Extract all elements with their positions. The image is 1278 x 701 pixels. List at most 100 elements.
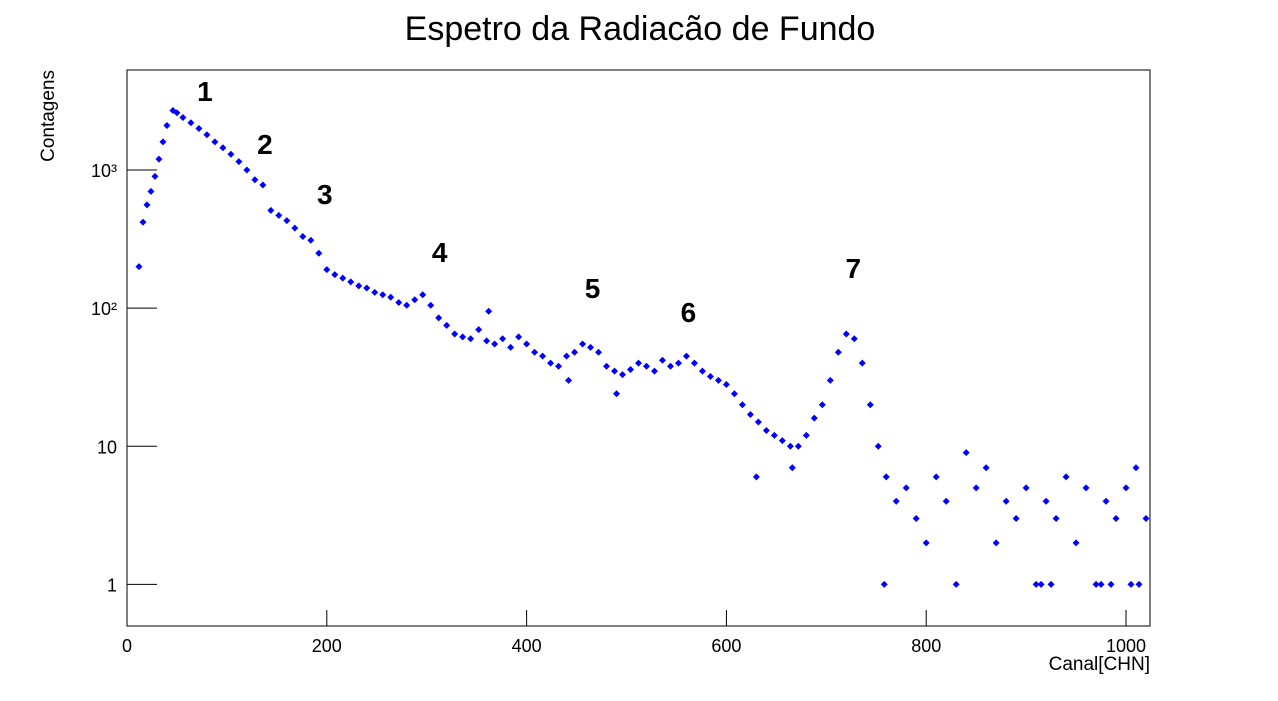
data-point	[459, 333, 467, 341]
data-point	[531, 348, 539, 356]
data-point	[195, 124, 203, 132]
data-point	[547, 359, 555, 367]
data-point	[485, 307, 493, 315]
data-point	[1107, 580, 1115, 588]
data-point	[283, 217, 291, 225]
data-point	[892, 497, 900, 505]
data-point	[1135, 580, 1143, 588]
data-point	[555, 362, 563, 370]
data-point	[1122, 484, 1130, 492]
data-point	[339, 274, 347, 282]
data-point	[515, 333, 523, 341]
data-point	[666, 362, 674, 370]
data-point	[762, 427, 770, 435]
data-point	[627, 365, 635, 373]
data-point	[902, 484, 910, 492]
data-point	[139, 218, 147, 226]
data-point	[778, 437, 786, 445]
data-point	[147, 187, 155, 195]
data-point	[932, 473, 940, 481]
data-point	[698, 367, 706, 375]
data-point	[1037, 580, 1045, 588]
data-point	[982, 464, 990, 472]
data-point	[874, 442, 882, 450]
data-point	[371, 288, 379, 296]
data-point	[619, 371, 627, 379]
data-point	[427, 301, 435, 309]
data-point	[315, 249, 323, 257]
data-point	[738, 401, 746, 409]
data-point	[818, 401, 826, 409]
data-point	[355, 282, 363, 290]
data-point	[690, 359, 698, 367]
data-point	[1072, 539, 1080, 547]
data-point	[730, 390, 738, 398]
data-point	[299, 233, 307, 241]
x-tick-label: 400	[512, 636, 542, 656]
data-point	[483, 337, 491, 345]
data-point	[842, 330, 850, 338]
data-point	[387, 293, 395, 301]
data-point	[810, 414, 818, 422]
data-point	[1132, 464, 1140, 472]
peak-label: 2	[257, 129, 273, 160]
x-tick-label: 600	[711, 636, 741, 656]
data-point	[1032, 580, 1040, 588]
data-point	[786, 442, 794, 450]
y-tick-label: 10²	[91, 299, 117, 319]
data-point	[850, 335, 858, 343]
data-point	[587, 343, 595, 351]
data-point	[347, 278, 355, 286]
data-point	[411, 296, 419, 304]
data-point	[403, 301, 411, 309]
data-point	[1102, 497, 1110, 505]
data-point	[754, 418, 762, 426]
data-point	[611, 367, 619, 375]
data-point	[1042, 497, 1050, 505]
data-point	[173, 109, 181, 117]
data-point	[658, 356, 666, 364]
data-point	[1022, 484, 1030, 492]
data-point	[251, 176, 259, 184]
data-point	[880, 580, 888, 588]
data-point	[331, 271, 339, 279]
data-point	[435, 314, 443, 322]
y-tick-label: 1	[107, 575, 117, 595]
data-point	[259, 181, 267, 189]
data-point	[235, 158, 243, 166]
data-point	[826, 376, 834, 384]
peak-label: 1	[197, 76, 213, 107]
data-point	[159, 138, 167, 146]
data-point	[1002, 497, 1010, 505]
data-point	[962, 449, 970, 457]
x-axis-label: Canal[CHN]	[1049, 654, 1150, 675]
x-tick-label: 1000	[1106, 636, 1146, 656]
chart-title: Espetro da Radiacão de Fundo	[405, 10, 876, 48]
x-tick-label: 0	[122, 636, 132, 656]
x-tick-label: 800	[911, 636, 941, 656]
data-point	[1142, 515, 1150, 523]
data-point	[507, 343, 515, 351]
data-point	[706, 373, 714, 381]
y-axis-label: Contagens	[38, 70, 59, 162]
peak-label: 5	[585, 273, 601, 304]
data-point	[275, 211, 283, 219]
data-point	[1052, 515, 1060, 523]
data-point	[794, 442, 802, 450]
data-point	[952, 580, 960, 588]
data-point	[467, 335, 475, 343]
data-point	[563, 352, 571, 360]
data-point	[187, 119, 195, 127]
data-point	[1012, 515, 1020, 523]
data-point	[650, 367, 658, 375]
data-point	[211, 138, 219, 146]
data-point	[203, 131, 211, 139]
data-point	[179, 114, 187, 122]
data-point	[243, 166, 251, 174]
data-point	[595, 348, 603, 356]
data-point	[565, 376, 573, 384]
data-point	[682, 352, 690, 360]
data-point	[579, 340, 587, 348]
data-point	[323, 266, 331, 274]
